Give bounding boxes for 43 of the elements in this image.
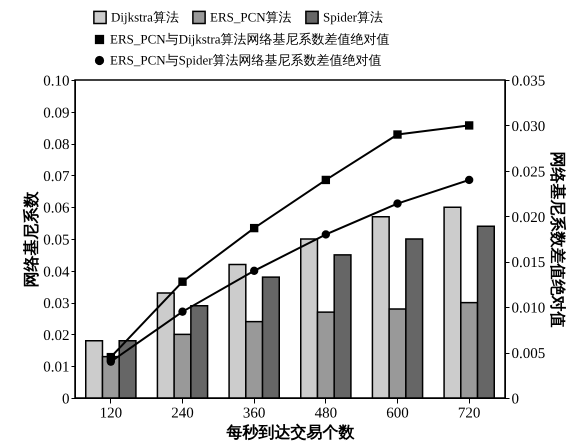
point bbox=[393, 199, 402, 208]
point bbox=[464, 176, 474, 184]
legend-label: ERS_PCN算法 bbox=[210, 9, 292, 24]
y-tick-label: 0.10 bbox=[43, 74, 70, 90]
x-axis-title: 每秒到达交易个数 bbox=[226, 422, 356, 442]
point bbox=[322, 176, 330, 184]
x-tick-label: 600 bbox=[386, 406, 409, 422]
legend-label: Dijkstra算法 bbox=[111, 9, 179, 24]
y-tick-label: 0.07 bbox=[43, 168, 70, 185]
y-tick-label: 0.05 bbox=[43, 232, 70, 248]
y-tick-label: 0 bbox=[62, 392, 70, 408]
x-tick-label: 720 bbox=[458, 406, 480, 422]
y2-tick-label: 0.035 bbox=[512, 74, 546, 90]
y-tick-label: 0.02 bbox=[43, 328, 70, 344]
y2-tick-label: 0.015 bbox=[512, 255, 546, 272]
y-tick-label: 0.09 bbox=[43, 105, 70, 122]
x-tick-label: 240 bbox=[171, 406, 194, 422]
y2-tick-label: 0.030 bbox=[512, 118, 546, 135]
y-tick-label: 0.01 bbox=[43, 360, 70, 376]
point bbox=[322, 230, 330, 239]
y-tick-label: 0.04 bbox=[43, 264, 70, 280]
legend-label: Spider算法 bbox=[323, 9, 383, 24]
point bbox=[393, 130, 402, 139]
point bbox=[250, 224, 258, 232]
y2-tick-label: 0.025 bbox=[512, 164, 546, 180]
point bbox=[464, 121, 474, 130]
point bbox=[178, 308, 187, 316]
y2-tick-label: 0.005 bbox=[512, 346, 546, 362]
legend-label: ERS_PCN与Dijkstra算法网络基尼系数差值绝对值 bbox=[110, 32, 390, 46]
point bbox=[250, 266, 258, 275]
point bbox=[178, 278, 187, 286]
y-tick-label: 0.06 bbox=[43, 200, 70, 217]
y-tick-label: 0.03 bbox=[43, 296, 70, 312]
x-tick-label: 480 bbox=[314, 406, 338, 422]
legend-label: ERS_PCN与Spider算法网络基尼系数差值绝对值 bbox=[110, 52, 382, 68]
x-tick-label: 360 bbox=[242, 406, 266, 422]
y-tick-label: 0.08 bbox=[43, 137, 70, 154]
y2-axis-title: 网络基尼系数差值绝对值 bbox=[548, 152, 566, 328]
y2-tick-label: 0.010 bbox=[512, 300, 546, 317]
y2-tick-label: 0.020 bbox=[512, 210, 546, 226]
y-axis-title: 网络基尼系数 bbox=[22, 190, 40, 288]
y2-tick-label: 0 bbox=[512, 392, 519, 408]
x-tick-label: 120 bbox=[100, 406, 122, 422]
